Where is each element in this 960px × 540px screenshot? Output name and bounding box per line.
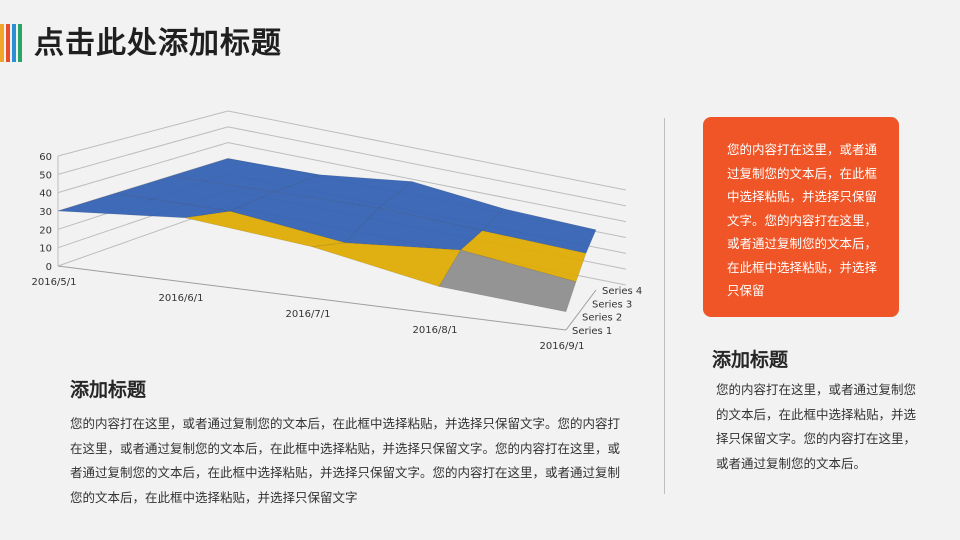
accent-bar (6, 24, 10, 62)
y-tick-label: 50 (39, 170, 52, 181)
accent-bar (0, 24, 4, 62)
surface-patch (438, 249, 577, 313)
series-label: Series 1 (572, 326, 612, 337)
accent-bar (12, 24, 16, 62)
accent-bar (18, 24, 22, 62)
x-tick-label: 2016/6/1 (159, 293, 204, 304)
highlight-text: 您的内容打在这里，或者通过复制您的文本后，在此框中选择粘贴，并选择只保留文字。您… (727, 142, 878, 298)
left-section-title: 添加标题 (70, 379, 147, 401)
vertical-divider (664, 118, 665, 494)
gridline (227, 142, 627, 223)
y-tick-label: 20 (39, 225, 52, 236)
surface-chart: 0 10 20 30 40 50 60 2016/5/1 2016/6/1 2016/7/1 201… (32, 110, 642, 352)
gridline (57, 126, 229, 175)
gridline (227, 110, 627, 191)
series-label: Series 4 (602, 286, 642, 297)
page-title: 点击此处添加标题 (34, 26, 282, 61)
right-section-title: 添加标题 (712, 349, 789, 371)
y-tick-label: 0 (46, 262, 52, 273)
x-tick-label: 2016/9/1 (540, 341, 585, 352)
gridline (57, 142, 229, 194)
depth-axis-line (565, 289, 597, 331)
surface-patch (460, 230, 587, 283)
y-tick-label: 60 (39, 152, 52, 163)
gridline (227, 126, 627, 207)
series-label: Series 2 (582, 313, 622, 324)
left-section-body: 您的内容打在这里，或者通过复制您的文本后，在此框中选择粘贴，并选择只保留文字。您… (70, 416, 621, 505)
y-tick-label: 40 (39, 189, 52, 200)
series-label: Series 3 (592, 299, 632, 310)
title-accent-bars (0, 24, 26, 62)
x-tick-label: 2016/5/1 (32, 277, 77, 288)
x-tick-label: 2016/8/1 (413, 325, 458, 336)
highlight-text-box: 您的内容打在这里，或者通过复制您的文本后，在此框中选择粘贴，并选择只保留文字。您… (703, 117, 899, 317)
y-tick-label: 10 (39, 244, 52, 255)
gridline (57, 110, 229, 157)
x-tick-label: 2016/7/1 (286, 309, 331, 320)
right-section-body: 您的内容打在这里，或者通过复制您的文本后，在此框中选择粘贴，并选择只保留文字。您… (716, 382, 917, 471)
x-axis-line (57, 265, 567, 331)
surface-patch (481, 208, 597, 254)
surface-patch (311, 242, 462, 287)
y-tick-label: 30 (39, 207, 52, 218)
